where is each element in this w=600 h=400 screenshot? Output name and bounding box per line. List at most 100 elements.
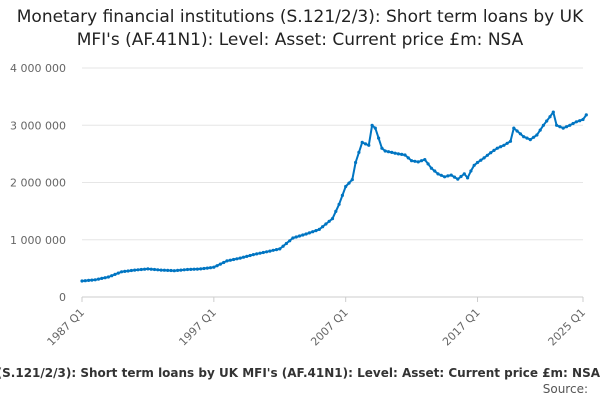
data-point: [347, 181, 351, 185]
data-point: [245, 254, 249, 258]
data-point: [133, 268, 137, 272]
data-point: [291, 236, 295, 240]
data-point: [288, 239, 292, 243]
data-point: [502, 143, 506, 147]
data-point: [518, 132, 523, 136]
data-point: [232, 257, 236, 262]
data-point: [80, 279, 84, 283]
data-point: [159, 268, 163, 272]
data-point: [443, 175, 447, 179]
data-point: [182, 268, 186, 272]
data-point: [169, 268, 173, 273]
gridlines: [82, 67, 583, 241]
data-point: [96, 277, 101, 281]
data-point: [380, 146, 384, 150]
y-tick-label: 2 000 000: [10, 177, 66, 190]
data-point: [218, 262, 222, 266]
data-point: [429, 166, 433, 170]
data-point: [452, 175, 457, 179]
data-point: [261, 250, 265, 255]
data-point: [344, 184, 348, 189]
data-point: [456, 177, 460, 181]
data-point: [294, 235, 298, 239]
data-point: [466, 176, 470, 180]
data-point: [469, 169, 473, 173]
data-point: [508, 139, 513, 143]
data-point: [406, 156, 410, 160]
data-point: [166, 268, 170, 272]
data-point: [172, 269, 176, 273]
data-point: [268, 249, 272, 253]
data-point: [136, 268, 140, 272]
x-tick-label: 2017 Q1: [440, 306, 483, 349]
chart-caption-text: Monetary financial institutions (S.121/2…: [0, 366, 600, 380]
data-point: [377, 136, 381, 140]
chart-caption: Monetary financial institutions (S.121/2…: [0, 366, 600, 382]
data-point: [568, 123, 572, 127]
data-point: [258, 251, 262, 255]
y-tick-label: 0: [59, 291, 66, 304]
data-point: [202, 266, 206, 271]
data-point: [410, 159, 414, 163]
data-point: [558, 125, 562, 129]
data-point: [535, 133, 539, 137]
data-point: [555, 123, 559, 127]
data-point: [106, 275, 110, 279]
data-point: [311, 230, 315, 234]
data-point: [485, 153, 489, 157]
data-point: [192, 267, 196, 271]
data-point: [400, 152, 404, 156]
data-point: [205, 266, 209, 270]
data-point: [274, 248, 279, 252]
data-point: [532, 135, 536, 139]
data-point: [278, 247, 282, 251]
data-point: [436, 172, 440, 176]
data-point: [574, 120, 579, 124]
data-point: [314, 229, 318, 233]
data-point: [584, 113, 588, 117]
data-point: [472, 163, 476, 167]
data-point: [564, 125, 569, 129]
data-point: [479, 158, 483, 162]
data-point: [241, 255, 246, 259]
data-point: [419, 159, 424, 163]
data-point: [416, 160, 420, 164]
data-point: [528, 138, 532, 142]
data-point: [390, 150, 394, 154]
x-tick-label: 2025 Q1: [546, 306, 589, 349]
data-point: [551, 110, 555, 114]
data-point: [439, 173, 443, 177]
data-point: [367, 143, 371, 147]
data-point: [208, 266, 213, 270]
data-point: [248, 253, 252, 258]
series-layer: [80, 110, 588, 283]
data-point: [386, 150, 391, 154]
data-point: [129, 268, 133, 273]
data-point: [110, 274, 114, 278]
data-point: [212, 265, 216, 269]
data-point: [525, 136, 529, 140]
data-point: [462, 172, 466, 176]
data-point: [449, 173, 453, 177]
data-point: [152, 267, 157, 272]
data-point: [126, 269, 130, 273]
data-point: [307, 231, 311, 235]
data-point: [265, 250, 269, 254]
source-label: Source:: [542, 382, 588, 396]
series-line: [81, 111, 588, 282]
data-point: [373, 126, 377, 130]
data-point: [330, 217, 335, 221]
data-point: [255, 252, 259, 256]
y-tick-label: 1 000 000: [10, 234, 66, 247]
data-point: [228, 258, 232, 262]
data-point: [357, 150, 361, 154]
data-point: [123, 269, 127, 273]
data-point: [541, 123, 546, 127]
data-point: [251, 253, 255, 257]
data-point: [489, 151, 493, 155]
x-tick-label: 1997 Q1: [176, 306, 219, 349]
y-tick-label: 3 000 000: [10, 119, 66, 132]
data-point: [324, 222, 328, 226]
data-point: [235, 257, 239, 261]
data-point: [146, 267, 150, 271]
